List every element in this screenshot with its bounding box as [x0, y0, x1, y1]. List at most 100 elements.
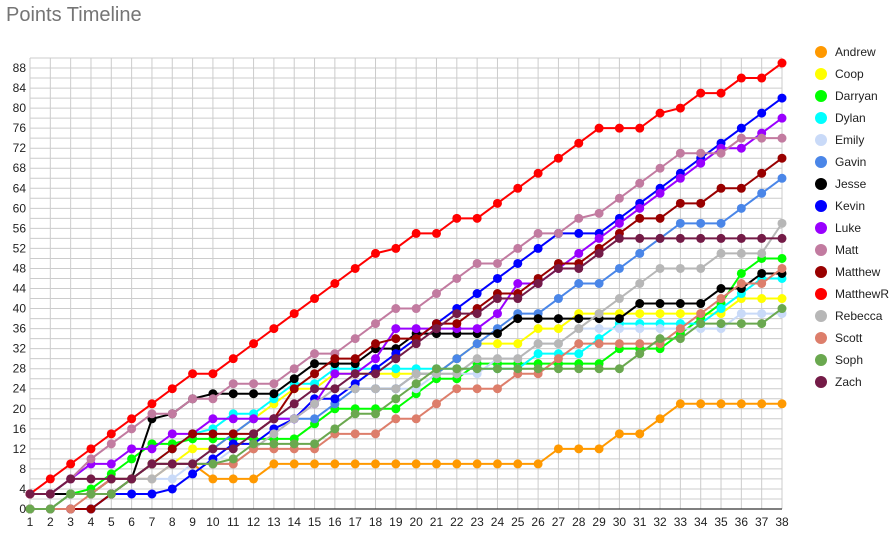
- data-point-scott[interactable]: [614, 339, 624, 349]
- data-point-matthewr[interactable]: [492, 198, 502, 208]
- data-point-emily[interactable]: [655, 324, 665, 334]
- data-point-andrew[interactable]: [289, 459, 299, 469]
- data-point-gavin[interactable]: [452, 354, 462, 364]
- data-point-coop[interactable]: [777, 294, 787, 304]
- data-point-zach[interactable]: [411, 339, 421, 349]
- data-point-zach[interactable]: [127, 474, 137, 484]
- data-point-scott[interactable]: [777, 263, 787, 273]
- data-point-andrew[interactable]: [310, 459, 320, 469]
- data-point-soph[interactable]: [675, 334, 685, 344]
- data-point-zach[interactable]: [513, 294, 523, 304]
- data-point-soph[interactable]: [574, 364, 584, 374]
- legend-item-matthewr[interactable]: MatthewR: [815, 287, 889, 301]
- data-point-matthewr[interactable]: [330, 279, 340, 288]
- data-point-matthew[interactable]: [716, 183, 726, 193]
- data-point-jesse[interactable]: [655, 299, 665, 309]
- data-point-matt[interactable]: [696, 148, 706, 158]
- data-point-rebecca[interactable]: [269, 429, 279, 439]
- data-point-jesse[interactable]: [310, 359, 320, 369]
- data-point-zach[interactable]: [391, 354, 401, 364]
- data-point-soph[interactable]: [452, 364, 462, 374]
- data-point-soph[interactable]: [228, 454, 238, 464]
- data-point-scott[interactable]: [66, 504, 76, 514]
- data-point-matthew[interactable]: [371, 339, 381, 349]
- legend-item-jesse[interactable]: Jesse: [815, 177, 867, 191]
- data-point-zach[interactable]: [675, 233, 685, 243]
- data-point-andrew[interactable]: [513, 459, 523, 469]
- data-point-rebecca[interactable]: [736, 248, 746, 258]
- data-point-scott[interactable]: [472, 384, 482, 394]
- data-point-matthew[interactable]: [452, 319, 462, 329]
- data-point-jesse[interactable]: [635, 299, 645, 309]
- data-point-matthewr[interactable]: [269, 324, 279, 334]
- data-point-andrew[interactable]: [655, 414, 665, 424]
- data-point-andrew[interactable]: [533, 459, 543, 469]
- data-point-soph[interactable]: [411, 379, 421, 389]
- data-point-zach[interactable]: [167, 459, 177, 469]
- data-point-luke[interactable]: [228, 414, 238, 424]
- data-point-rebecca[interactable]: [757, 248, 767, 258]
- data-point-andrew[interactable]: [757, 399, 767, 409]
- data-point-matthewr[interactable]: [167, 384, 177, 394]
- data-point-matt[interactable]: [310, 349, 320, 359]
- data-point-rebecca[interactable]: [289, 414, 299, 424]
- data-point-kevin[interactable]: [777, 93, 787, 103]
- data-point-matt[interactable]: [127, 424, 137, 434]
- data-point-matthewr[interactable]: [553, 153, 563, 163]
- data-point-rebecca[interactable]: [391, 384, 401, 394]
- data-point-scott[interactable]: [757, 279, 767, 288]
- data-point-soph[interactable]: [269, 439, 279, 449]
- data-point-matthewr[interactable]: [45, 474, 55, 484]
- data-point-emily[interactable]: [736, 309, 746, 319]
- data-point-soph[interactable]: [594, 364, 604, 374]
- data-point-matthewr[interactable]: [188, 369, 198, 379]
- data-point-matthewr[interactable]: [655, 108, 665, 118]
- data-point-luke[interactable]: [635, 203, 645, 213]
- data-point-emily[interactable]: [614, 324, 624, 334]
- data-point-rebecca[interactable]: [696, 263, 706, 273]
- data-point-matthew[interactable]: [675, 198, 685, 208]
- data-point-matthewr[interactable]: [614, 123, 624, 133]
- data-point-scott[interactable]: [350, 429, 360, 439]
- data-point-matt[interactable]: [716, 148, 726, 158]
- data-point-matt[interactable]: [249, 379, 259, 389]
- data-point-matthewr[interactable]: [777, 58, 787, 68]
- data-point-zach[interactable]: [249, 429, 259, 439]
- data-point-jesse[interactable]: [696, 299, 706, 309]
- data-point-matt[interactable]: [513, 243, 523, 253]
- data-point-andrew[interactable]: [411, 459, 421, 469]
- data-point-soph[interactable]: [25, 504, 35, 514]
- data-point-zach[interactable]: [25, 489, 35, 499]
- data-point-andrew[interactable]: [371, 459, 381, 469]
- data-point-scott[interactable]: [716, 294, 726, 304]
- data-point-matthewr[interactable]: [736, 73, 746, 83]
- data-point-matthew[interactable]: [696, 198, 706, 208]
- data-point-matthew[interactable]: [655, 213, 665, 223]
- data-point-jesse[interactable]: [289, 374, 299, 384]
- data-point-soph[interactable]: [533, 364, 543, 374]
- data-point-dylan[interactable]: [533, 349, 543, 359]
- data-point-rebecca[interactable]: [513, 354, 523, 364]
- data-point-andrew[interactable]: [391, 459, 401, 469]
- data-point-kevin[interactable]: [167, 484, 177, 494]
- data-point-matthewr[interactable]: [127, 414, 137, 424]
- data-point-zach[interactable]: [492, 294, 502, 304]
- data-point-kevin[interactable]: [188, 469, 198, 479]
- data-point-luke[interactable]: [777, 113, 787, 123]
- data-point-gavin[interactable]: [553, 294, 563, 304]
- data-point-luke[interactable]: [472, 324, 482, 334]
- data-point-soph[interactable]: [696, 319, 706, 329]
- data-point-matthewr[interactable]: [696, 88, 706, 98]
- data-point-andrew[interactable]: [431, 459, 441, 469]
- data-point-matthew[interactable]: [188, 429, 198, 439]
- data-point-matthew[interactable]: [167, 444, 177, 454]
- data-point-matthewr[interactable]: [228, 354, 238, 364]
- data-point-luke[interactable]: [167, 429, 177, 439]
- data-point-gavin[interactable]: [635, 248, 645, 258]
- data-point-jesse[interactable]: [574, 314, 584, 324]
- data-point-rebecca[interactable]: [492, 354, 502, 364]
- legend-item-matthew[interactable]: Matthew: [815, 265, 881, 279]
- data-point-soph[interactable]: [371, 409, 381, 419]
- data-point-matthewr[interactable]: [310, 294, 320, 304]
- data-point-matt[interactable]: [777, 133, 787, 143]
